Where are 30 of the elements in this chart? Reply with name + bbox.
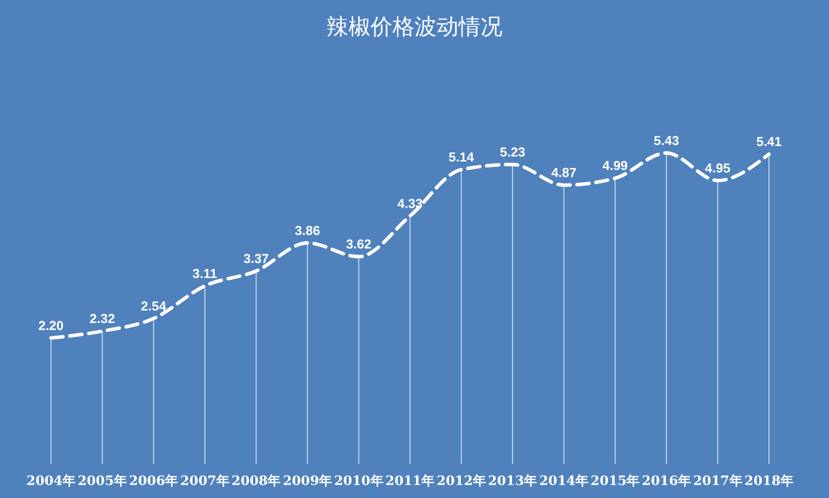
- x-tick-label: 2007年: [180, 474, 230, 489]
- x-tick-label: 2004年: [26, 474, 76, 489]
- data-label: 5.23: [500, 144, 526, 160]
- x-tick-label: 2012年: [436, 474, 486, 489]
- x-tick-label: 2006年: [128, 474, 178, 489]
- data-label: 3.11: [192, 266, 218, 281]
- x-tick-label: 2011年: [385, 474, 435, 489]
- x-tick-label: 2017年: [693, 474, 742, 489]
- data-label: 3.62: [346, 236, 372, 252]
- x-tick-label: 2016年: [642, 474, 692, 489]
- data-label: 2.32: [90, 311, 115, 326]
- data-label: 4.87: [551, 165, 577, 180]
- data-label: 5.41: [756, 134, 782, 150]
- data-label: 2.54: [140, 298, 167, 314]
- data-label: 3.37: [243, 250, 269, 266]
- x-tick-label: 2010年: [334, 474, 384, 489]
- x-tick-label: 2014年: [539, 474, 588, 489]
- x-tick-label: 2008年: [232, 474, 281, 489]
- data-label: 5.14: [448, 150, 475, 165]
- data-label: 3.86: [294, 222, 320, 238]
- data-label: 5.43: [654, 133, 680, 148]
- chart-title: 辣椒价格波动情况: [326, 15, 502, 40]
- data-label: 2.20: [38, 318, 64, 333]
- x-tick-label: 2009年: [282, 474, 332, 489]
- x-tick-label: 2018年: [744, 474, 794, 489]
- x-tick-label: 2005年: [78, 474, 127, 489]
- data-label: 4.99: [602, 158, 628, 174]
- x-tick-label: 2013年: [488, 474, 538, 489]
- data-label: 4.95: [705, 160, 730, 176]
- x-tick-label: 2015年: [590, 474, 640, 489]
